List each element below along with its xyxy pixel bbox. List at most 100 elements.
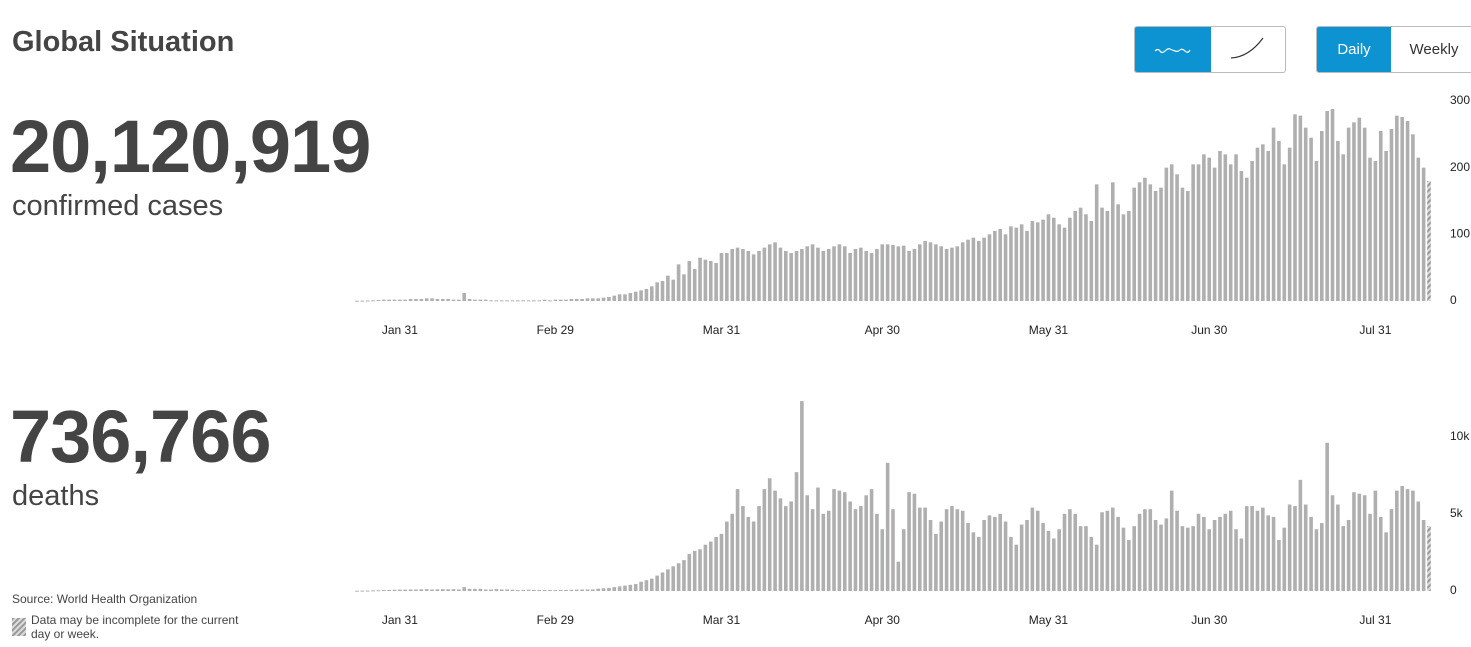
bar (376, 300, 381, 301)
bar (1148, 509, 1153, 591)
bar (987, 515, 992, 591)
bar (714, 536, 718, 591)
bar (1427, 181, 1431, 301)
x-tick-label: May 31 (1029, 613, 1069, 627)
bar (1277, 540, 1281, 591)
bar (360, 590, 365, 592)
bar (1078, 526, 1083, 591)
bar (628, 293, 633, 301)
bar (617, 586, 622, 591)
bar (1357, 493, 1362, 591)
wave-icon (1154, 48, 1191, 54)
bar (1175, 174, 1179, 301)
bar (1228, 164, 1233, 301)
x-tick-label: Feb 29 (537, 613, 575, 627)
linear-button[interactable] (1135, 27, 1211, 72)
bar (617, 294, 622, 301)
bar (1100, 207, 1104, 301)
bar (553, 590, 558, 592)
bar (1068, 509, 1072, 591)
bar (719, 533, 724, 591)
bar (1137, 182, 1142, 301)
bar (1287, 147, 1292, 301)
bar (414, 299, 418, 301)
daily-button[interactable]: Daily (1317, 27, 1391, 72)
bar (365, 300, 370, 302)
bar (1035, 222, 1040, 301)
bar (1378, 131, 1383, 301)
bar (1378, 516, 1383, 591)
bar (837, 244, 842, 301)
log-button[interactable] (1211, 27, 1285, 72)
bar (1218, 151, 1222, 301)
bar (371, 300, 375, 302)
bar (998, 513, 1002, 591)
bar (1346, 127, 1351, 302)
bar (692, 269, 697, 301)
bar (1041, 219, 1045, 301)
bar (1405, 489, 1410, 591)
bar (805, 495, 810, 591)
bar (1014, 227, 1019, 301)
bar (950, 506, 954, 591)
bar (392, 299, 397, 301)
bar (719, 253, 724, 301)
bar (435, 589, 440, 591)
bar (1073, 513, 1078, 591)
bar (457, 299, 461, 301)
bar (1057, 529, 1061, 591)
bar (1014, 544, 1019, 591)
bar (521, 589, 525, 591)
bar (826, 249, 831, 301)
bar (1094, 544, 1099, 591)
bar (757, 251, 761, 301)
bar (1009, 536, 1013, 591)
bar (853, 249, 858, 301)
bar (558, 299, 563, 301)
bar (1159, 524, 1163, 591)
bar (365, 590, 370, 592)
bar (355, 300, 359, 302)
bar (574, 299, 579, 301)
bar (628, 584, 633, 591)
bar (1373, 490, 1378, 591)
bar (1148, 184, 1153, 301)
bar (762, 247, 767, 301)
x-tick-label: Apr 30 (865, 323, 901, 337)
bar (1266, 515, 1270, 591)
bar (542, 299, 547, 301)
bar (821, 251, 826, 301)
bar (650, 578, 654, 591)
bar (982, 519, 986, 591)
bar (1143, 509, 1147, 591)
bar (907, 251, 911, 301)
bar (939, 521, 944, 591)
bar (1207, 529, 1212, 591)
bar (767, 244, 772, 301)
bar (1191, 164, 1195, 301)
bar (1314, 161, 1319, 301)
bar (1384, 151, 1388, 301)
bar (548, 300, 552, 302)
bar (1025, 519, 1029, 591)
bar (971, 532, 976, 591)
bar (1191, 526, 1195, 591)
bar (430, 298, 434, 301)
bar (832, 246, 836, 301)
y-tick-label: 200 (1450, 160, 1470, 174)
bar (596, 298, 600, 301)
bar (800, 401, 804, 591)
bar (939, 246, 944, 301)
bar (773, 490, 777, 591)
bar (569, 589, 574, 591)
bar (633, 291, 638, 301)
weekly-button[interactable]: Weekly (1409, 41, 1459, 58)
bar (1271, 516, 1276, 591)
bar (1132, 526, 1136, 591)
bar (1110, 507, 1115, 591)
bar (596, 588, 600, 591)
bar (896, 246, 901, 301)
bar (918, 244, 922, 301)
bar (644, 580, 649, 591)
bar (869, 253, 874, 301)
